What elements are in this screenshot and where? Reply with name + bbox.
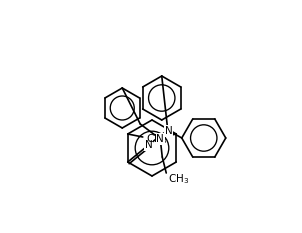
Text: N: N (156, 134, 164, 144)
Text: N: N (165, 126, 173, 136)
Text: CH$_3$: CH$_3$ (146, 132, 167, 146)
Text: N: N (145, 140, 153, 150)
Text: CH$_3$: CH$_3$ (168, 172, 189, 186)
